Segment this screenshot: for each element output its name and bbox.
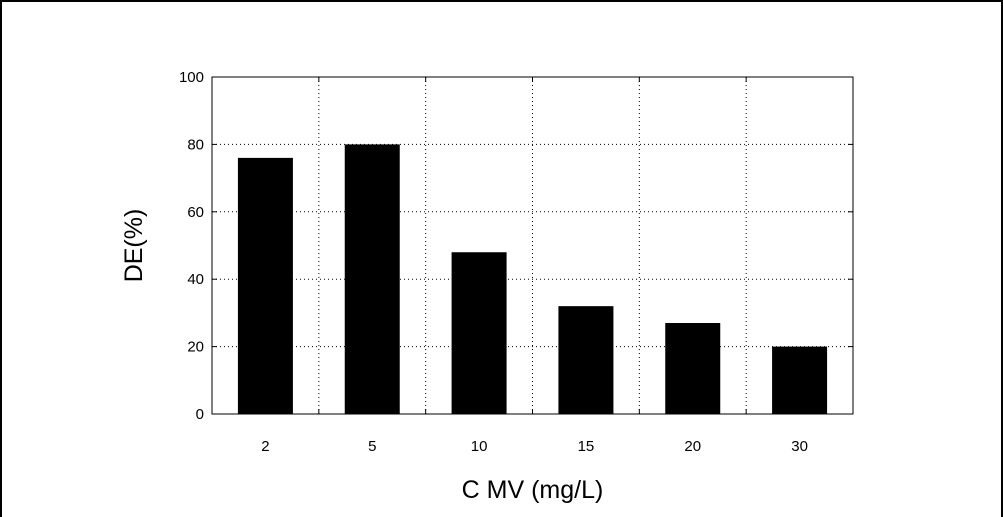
grid-lines xyxy=(212,77,853,414)
y-tick-label: 60 xyxy=(187,204,204,221)
y-tick-label: 0 xyxy=(196,406,204,423)
bar-10 xyxy=(451,252,507,414)
bar-15 xyxy=(558,306,614,414)
x-tick-label: 20 xyxy=(684,438,701,455)
x-tick-label: 2 xyxy=(261,438,269,455)
bar-20 xyxy=(665,323,721,414)
y-tick-label: 80 xyxy=(187,136,204,153)
bar-2 xyxy=(237,157,293,414)
y-tick-labels: 0 20 40 60 80 100 xyxy=(179,69,204,423)
x-tick-labels: 2 5 10 15 20 30 xyxy=(261,438,808,455)
bar-30 xyxy=(772,346,828,414)
bars xyxy=(237,144,828,414)
y-tick-label: 100 xyxy=(179,69,204,86)
x-tick-label: 15 xyxy=(578,438,595,455)
x-axis-title: C MV (mg/L) xyxy=(462,476,604,504)
x-tick-label: 10 xyxy=(471,438,488,455)
y-axis-title: DE(%) xyxy=(120,209,148,283)
y-tick-label: 20 xyxy=(187,339,204,356)
x-tick-label: 5 xyxy=(368,438,376,455)
bar-5 xyxy=(344,144,400,414)
tick-marks xyxy=(212,76,853,415)
x-tick-label: 30 xyxy=(791,438,808,455)
y-tick-label: 40 xyxy=(187,271,204,288)
